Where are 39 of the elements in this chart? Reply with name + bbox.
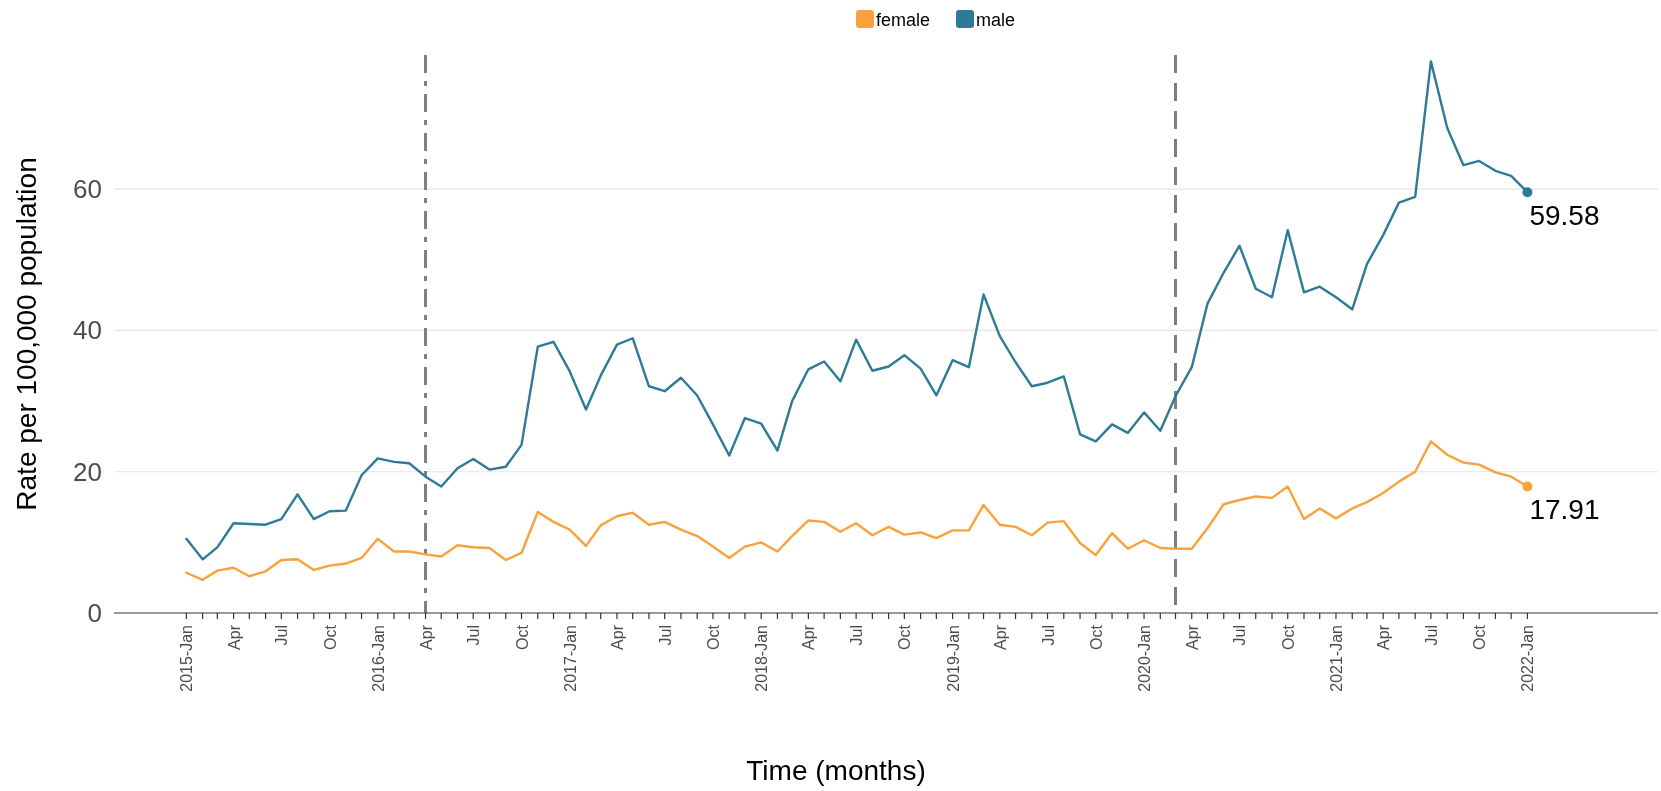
y-tick-label: 60: [73, 174, 102, 205]
x-tick-label: 2022-Jan: [1519, 625, 1537, 692]
x-tick-label: Oct: [513, 624, 531, 650]
x-tick-label: Apr: [800, 624, 818, 650]
x-tick-label: Jul: [1231, 625, 1249, 646]
data-label: 17.91: [1529, 494, 1600, 526]
x-axis-title: Time (months): [746, 755, 926, 786]
y-axis-title: Rate per 100,000 population: [11, 157, 42, 511]
x-tick-label: Oct: [1087, 624, 1105, 650]
legend-label: female: [876, 10, 931, 30]
x-tick-label: Oct: [1279, 624, 1297, 650]
x-tick-label: Jul: [848, 625, 866, 646]
x-tick-label: Oct: [704, 624, 722, 650]
x-tick-label: Apr: [417, 624, 435, 650]
x-tick-label: 2021-Jan: [1327, 625, 1345, 692]
x-tick-label: Jul: [656, 625, 674, 646]
x-tick-label: Apr: [608, 624, 626, 650]
y-tick-label: 20: [73, 456, 102, 487]
x-tick-label: 2018-Jan: [753, 625, 771, 692]
x-tick-label: Oct: [1471, 624, 1489, 650]
x-tick-label: Apr: [991, 624, 1009, 650]
x-tick-label: Apr: [1183, 624, 1201, 650]
y-tick-label: 40: [73, 315, 102, 346]
x-tick-label: Jul: [273, 625, 291, 646]
x-tick-label: Jul: [465, 625, 483, 646]
x-tick-label: 2017-Jan: [561, 625, 579, 692]
x-tick-label: Oct: [896, 624, 914, 650]
x-tick-label: Jul: [1422, 625, 1440, 646]
x-tick-label: Apr: [225, 624, 243, 650]
y-tick-label: 0: [87, 598, 102, 628]
x-tick-label: Jul: [1039, 625, 1057, 646]
x-tick-label: 2016-Jan: [369, 625, 387, 692]
x-tick-label: 2020-Jan: [1136, 625, 1154, 692]
x-tick-label: 2015-Jan: [178, 625, 196, 692]
x-tick-label: Oct: [321, 624, 339, 650]
x-tick-label: 2019-Jan: [944, 625, 962, 692]
legend-label: male: [976, 10, 1016, 30]
x-tick-label: Apr: [1375, 624, 1393, 650]
data-label: 59.58: [1529, 200, 1600, 232]
